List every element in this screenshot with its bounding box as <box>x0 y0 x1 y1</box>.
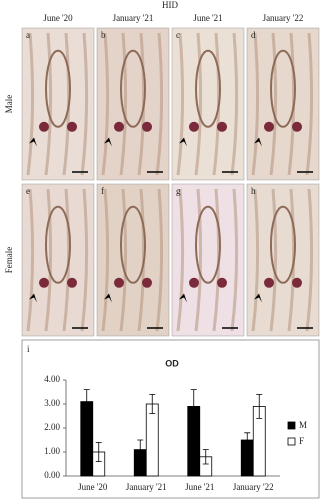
panel-letter: b <box>101 30 106 40</box>
arrowhead <box>179 293 187 303</box>
stained-cell <box>292 277 302 288</box>
error-bar <box>95 442 102 462</box>
chart-title: OD <box>165 358 179 368</box>
tissue-strand <box>194 188 203 332</box>
tissue-strand <box>155 188 164 332</box>
tissue-strand <box>305 188 314 332</box>
stained-cell <box>39 121 49 132</box>
error-bar <box>83 389 90 414</box>
panel-letter: a <box>26 30 30 40</box>
stained-cell <box>292 121 302 132</box>
stained-cell <box>39 277 49 288</box>
tissue-strand <box>176 32 185 176</box>
arrowhead <box>254 293 262 303</box>
x-tick-label: June '20 <box>78 482 108 492</box>
gland <box>45 205 71 284</box>
tissue-strand <box>26 32 35 176</box>
error-bar <box>137 439 144 460</box>
tissue-strand <box>305 32 314 176</box>
stained-cell <box>67 121 77 132</box>
tissue-strand <box>119 32 128 176</box>
y-tick-label: 3.00 <box>44 398 60 408</box>
tissue-strand <box>194 32 203 176</box>
stained-cell <box>264 121 274 132</box>
chart-frame <box>21 339 320 499</box>
panel-letter: i <box>27 344 30 354</box>
arrowhead <box>104 137 112 147</box>
stained-cell <box>142 121 152 132</box>
gland <box>195 49 221 128</box>
stained-cell <box>114 121 124 132</box>
row-label: Female <box>4 247 14 274</box>
panel-letter: h <box>251 186 256 196</box>
tissue-strand <box>269 32 278 176</box>
tissue-strand <box>251 32 260 176</box>
legend-swatch <box>287 421 296 430</box>
y-tick-label: 1.00 <box>44 446 60 456</box>
tissue-strand <box>119 188 128 332</box>
stained-cell <box>264 277 274 288</box>
tissue-strand <box>26 188 35 332</box>
x-tick-label: January '22 <box>233 482 274 492</box>
tissue-strand <box>44 32 53 176</box>
tissue-strand <box>80 188 89 332</box>
stained-cell <box>217 121 227 132</box>
tissue-strand <box>269 188 278 332</box>
gland <box>195 205 221 284</box>
tissue-strand <box>230 32 239 176</box>
stained-cell <box>189 277 199 288</box>
error-bar <box>149 394 156 414</box>
y-tick-label: 4.00 <box>44 374 60 384</box>
gland <box>270 49 296 128</box>
column-label: January '21 <box>113 13 154 23</box>
arrowhead <box>29 293 37 303</box>
stained-cell <box>114 277 124 288</box>
arrowhead <box>29 137 37 147</box>
figure-header: HID <box>162 0 178 10</box>
bar <box>145 403 159 477</box>
tissue-strand <box>230 188 239 332</box>
panel-letter: c <box>176 30 180 40</box>
tissue-strand <box>101 32 110 176</box>
x-tick-label: June '21 <box>185 482 214 492</box>
tissue-strand <box>101 188 110 332</box>
tissue-strand <box>44 188 53 332</box>
error-bar <box>256 394 263 419</box>
arrowhead <box>179 137 187 147</box>
error-bar <box>244 432 251 448</box>
stained-cell <box>217 277 227 288</box>
arrowhead <box>254 137 262 147</box>
arrowhead <box>104 293 112 303</box>
legend-swatch <box>287 437 296 446</box>
tissue-strand <box>251 188 260 332</box>
column-label: June '21 <box>193 13 222 23</box>
x-tick-label: January '21 <box>126 482 167 492</box>
tissue-strand <box>80 32 89 176</box>
stained-cell <box>142 277 152 288</box>
error-bar <box>202 449 209 465</box>
gland <box>45 49 71 128</box>
y-tick-label: 0.00 <box>44 470 60 480</box>
column-label: June '20 <box>43 13 73 23</box>
panel-letter: d <box>251 30 256 40</box>
gland <box>120 205 146 284</box>
stained-cell <box>67 277 77 288</box>
y-tick-label: 2.00 <box>44 422 60 432</box>
error-bar <box>190 389 197 424</box>
gland <box>120 49 146 128</box>
tissue-strand <box>155 32 164 176</box>
panel-letter: f <box>101 186 104 196</box>
row-label: Male <box>4 95 14 114</box>
stained-cell <box>189 121 199 132</box>
column-label: January '22 <box>263 13 304 23</box>
tissue-strand <box>176 188 185 332</box>
legend-label: F <box>299 436 304 446</box>
panel-letter: g <box>176 186 181 196</box>
gland <box>270 205 296 284</box>
panel-letter: e <box>26 186 30 196</box>
legend-label: M <box>299 420 307 430</box>
